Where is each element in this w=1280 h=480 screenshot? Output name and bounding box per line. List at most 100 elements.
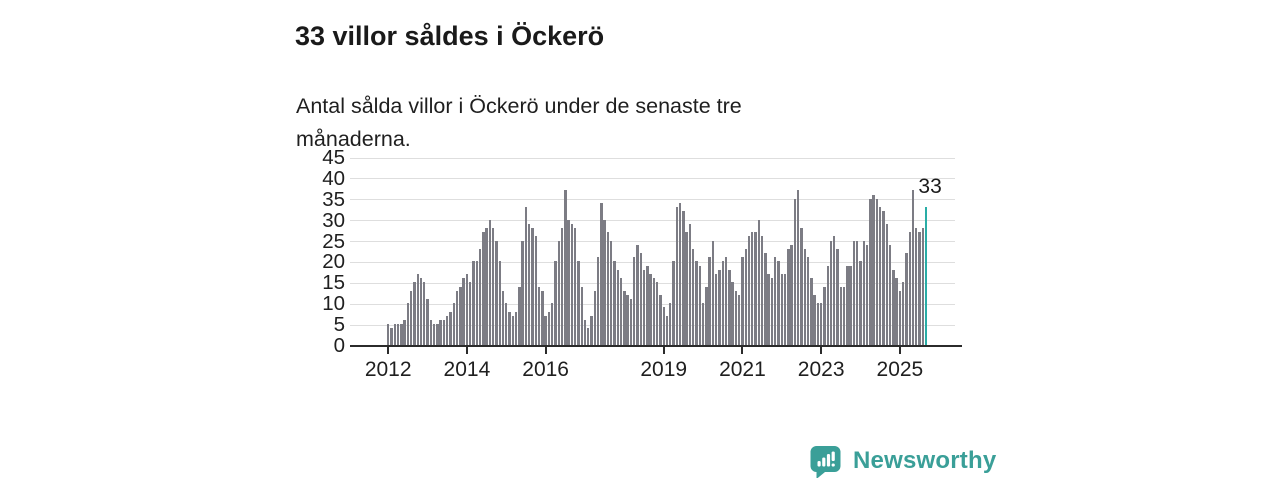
y-axis: 0 5 10 15 20 25 30 35 40 45 bbox=[285, 147, 345, 358]
bar bbox=[813, 294, 816, 345]
y-axis-tick-label: 20 bbox=[322, 250, 345, 274]
bar bbox=[472, 261, 475, 345]
bar bbox=[823, 286, 826, 345]
x-axis-tick-label: 2019 bbox=[640, 358, 688, 381]
bar bbox=[692, 248, 695, 345]
bar bbox=[724, 257, 728, 345]
bar bbox=[833, 236, 836, 345]
plot-area: 2012 2014 2016 2019 2021 2023 2025 33 bbox=[350, 157, 962, 381]
bar bbox=[390, 328, 393, 345]
bar bbox=[596, 257, 600, 345]
bar bbox=[793, 198, 797, 345]
bar bbox=[842, 286, 846, 345]
bar bbox=[918, 232, 921, 345]
bar bbox=[688, 223, 692, 345]
bar bbox=[882, 211, 885, 345]
y-axis-tick-label: 10 bbox=[322, 292, 345, 316]
bar bbox=[590, 315, 593, 345]
bar bbox=[580, 286, 583, 345]
bar bbox=[501, 290, 505, 345]
bar bbox=[836, 248, 839, 345]
bar bbox=[856, 240, 859, 345]
bar bbox=[892, 269, 895, 345]
newsworthy-logo-icon bbox=[810, 446, 841, 478]
bar bbox=[767, 273, 770, 345]
bar bbox=[593, 290, 597, 345]
bar bbox=[901, 282, 905, 345]
bar bbox=[610, 240, 613, 345]
gridline bbox=[350, 199, 955, 201]
gridline bbox=[350, 282, 955, 284]
bar bbox=[396, 324, 400, 345]
bar bbox=[393, 324, 396, 345]
bar bbox=[754, 232, 757, 345]
bar bbox=[642, 269, 646, 345]
bar bbox=[413, 282, 416, 345]
bar bbox=[810, 278, 813, 345]
bar bbox=[603, 219, 606, 345]
gridline bbox=[350, 261, 955, 263]
bar bbox=[531, 228, 534, 345]
bar bbox=[416, 273, 419, 345]
bar bbox=[429, 319, 433, 345]
y-axis-tick-label: 40 bbox=[322, 166, 345, 190]
bar bbox=[554, 261, 557, 345]
bar bbox=[659, 294, 662, 345]
bar bbox=[403, 319, 406, 345]
x-axis-tick-label: 2012 bbox=[364, 358, 412, 381]
bar bbox=[698, 265, 701, 345]
bar bbox=[737, 294, 741, 345]
bar bbox=[462, 278, 465, 345]
x-axis-tick-label: 2014 bbox=[443, 358, 491, 381]
bar bbox=[770, 278, 774, 345]
bar bbox=[911, 190, 915, 345]
bar bbox=[721, 261, 724, 345]
bar bbox=[774, 257, 777, 345]
bar bbox=[662, 307, 665, 345]
bar bbox=[875, 198, 879, 345]
bar bbox=[705, 286, 708, 345]
y-axis-tick-label: 5 bbox=[333, 313, 345, 337]
bar bbox=[728, 269, 731, 345]
bar bbox=[859, 261, 862, 345]
gridline bbox=[350, 241, 955, 243]
bar bbox=[439, 319, 442, 345]
bar bbox=[465, 273, 469, 345]
x-axis-tick bbox=[820, 347, 823, 354]
bar bbox=[888, 244, 892, 345]
bar bbox=[783, 273, 787, 345]
bar bbox=[905, 253, 908, 345]
bar bbox=[898, 290, 902, 345]
bar bbox=[577, 261, 580, 345]
chart-subtitle: Antal sålda villor i Öckerö under de sen… bbox=[296, 93, 742, 151]
bar bbox=[669, 303, 672, 345]
bar bbox=[797, 190, 800, 345]
bar bbox=[491, 228, 495, 345]
bar bbox=[633, 257, 636, 345]
bar bbox=[426, 299, 429, 345]
bar bbox=[751, 232, 754, 345]
bar bbox=[682, 211, 685, 345]
x-axis-tick bbox=[898, 347, 901, 354]
bar bbox=[613, 261, 616, 345]
bar bbox=[747, 236, 751, 345]
bar bbox=[626, 294, 629, 345]
bar bbox=[852, 240, 856, 345]
bar bbox=[672, 261, 675, 345]
bar bbox=[534, 236, 537, 345]
bar bbox=[616, 269, 619, 345]
bar bbox=[895, 278, 898, 345]
bar bbox=[400, 324, 403, 345]
bar bbox=[816, 303, 820, 345]
bar bbox=[600, 202, 603, 345]
x-axis-tick-label: 2016 bbox=[522, 358, 569, 381]
bar bbox=[541, 290, 544, 345]
bar bbox=[777, 261, 780, 345]
bar bbox=[488, 219, 492, 345]
bar bbox=[452, 303, 455, 345]
x-axis-tick bbox=[387, 347, 390, 354]
bar bbox=[406, 303, 410, 345]
bar bbox=[636, 244, 639, 345]
bar bbox=[419, 278, 423, 345]
bar bbox=[819, 303, 823, 345]
